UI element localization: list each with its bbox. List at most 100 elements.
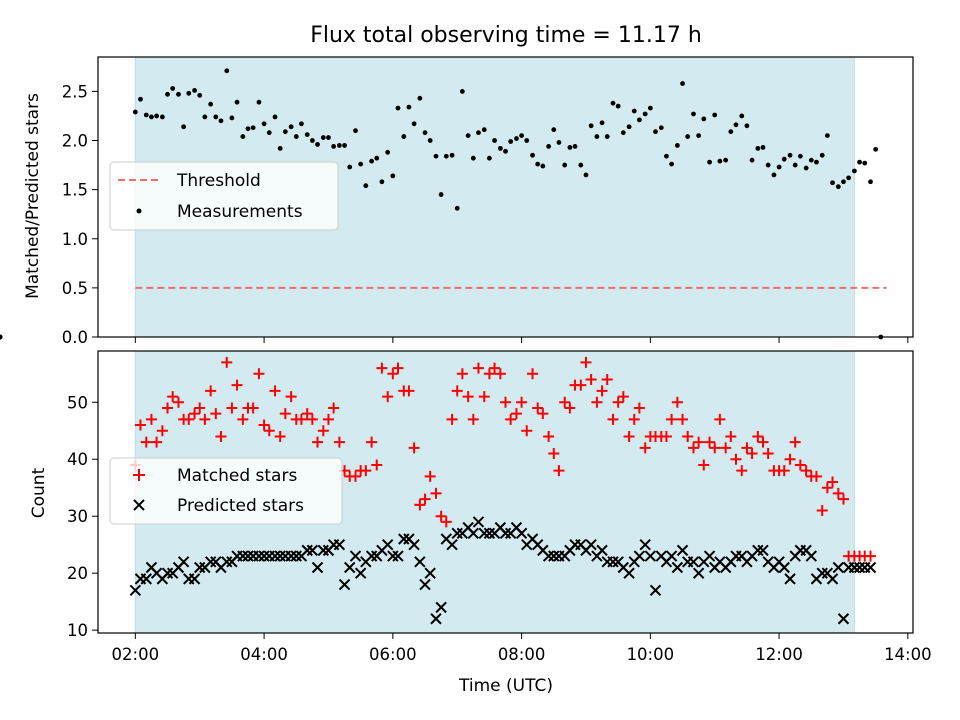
measurements-point — [454, 205, 460, 211]
predicted-stars-point — [596, 544, 608, 557]
bottom-xlabel: Time (UTC) — [458, 676, 553, 696]
bottom-legend: Matched stars Predicted stars — [109, 457, 343, 525]
predicted-stars-point — [194, 561, 206, 574]
measurements-point — [218, 118, 224, 124]
y-tick-label: 0.0 — [62, 328, 88, 347]
predicted-stars-point — [317, 544, 330, 557]
measurements-point — [192, 88, 197, 93]
predicted-stars-point — [424, 567, 436, 579]
matched-stars-point — [145, 413, 157, 425]
measurements-point — [304, 132, 310, 138]
predicted-stars-point — [483, 527, 496, 540]
measurements-point — [0, 334, 3, 340]
matched-stars-point — [617, 391, 629, 403]
predicted-stars-point — [467, 527, 480, 540]
measurements-point — [760, 144, 766, 150]
predicted-stars-point — [687, 556, 700, 568]
matched-stars-point — [612, 396, 624, 408]
measurements-point — [165, 91, 170, 97]
measurements-point — [562, 162, 568, 168]
measurements-point — [143, 112, 149, 118]
measurements-point — [149, 114, 154, 120]
measurements-point — [819, 152, 825, 158]
measurements-point — [653, 129, 658, 135]
measurements-point — [615, 103, 621, 109]
matched-stars-point — [279, 408, 291, 420]
predicted-stars-point — [784, 573, 796, 585]
matched-stars-point — [194, 402, 206, 414]
x-tick-label: 10:00 — [627, 645, 675, 664]
x-tick-label: 14:00 — [884, 645, 932, 664]
matched-stars-point — [350, 470, 362, 482]
measurements-point — [385, 149, 391, 155]
matched-stars-point — [639, 442, 651, 454]
matched-stars-point — [832, 487, 844, 499]
measurements-point — [626, 124, 632, 130]
matched-stars-point — [693, 436, 705, 448]
matched-stars-point — [500, 396, 511, 408]
predicted-stars-point — [542, 550, 555, 562]
measurements-point — [390, 173, 396, 179]
measurements-point — [347, 164, 353, 170]
matched-stars-point — [607, 413, 619, 425]
matched-stars-point — [660, 430, 672, 442]
axes-frame — [97, 56, 914, 338]
measurements-point — [604, 134, 610, 139]
measurements-point — [803, 165, 809, 171]
predicted-stars-point — [301, 544, 313, 557]
measurements-point — [868, 179, 873, 185]
measurements-point — [712, 112, 718, 118]
predicted-stars-point — [129, 584, 142, 596]
matched-stars-point — [532, 402, 544, 414]
matched-stars-point — [403, 385, 415, 397]
measurements-point — [159, 114, 165, 120]
measurements-point — [315, 142, 320, 147]
matched-stars-point — [151, 436, 163, 448]
matched-stars-point — [189, 408, 201, 420]
predicted-stars-point — [752, 544, 764, 557]
measurements-point — [524, 138, 530, 143]
measurements-point — [261, 121, 267, 127]
measurements-point — [583, 172, 589, 178]
measurements-point — [309, 138, 315, 143]
matched-stars-point — [725, 430, 737, 442]
measurements-point — [728, 129, 734, 135]
matched-stars-point — [440, 516, 452, 528]
measurements-point — [642, 111, 648, 117]
predicted-stars-point — [446, 538, 458, 551]
legend-predicted-label: Predicted stars — [177, 496, 304, 516]
measurements-point — [776, 164, 782, 170]
predicted-stars-point — [140, 573, 152, 585]
matched-stars-point — [516, 396, 528, 408]
predicted-stars-point — [349, 550, 362, 562]
matched-stars-point — [419, 493, 431, 505]
predicted-stars-point — [311, 561, 324, 574]
matched-stars-point — [306, 413, 318, 425]
measurements-point — [739, 113, 745, 119]
measurements-point — [492, 138, 497, 143]
measurements-point — [664, 153, 669, 159]
matched-stars-point — [527, 368, 539, 380]
matched-stars-point — [628, 413, 640, 425]
x-tick-label: 12:00 — [755, 645, 803, 664]
predicted-stars-point — [344, 561, 356, 574]
measurements-point — [514, 136, 519, 141]
matched-stars-point — [472, 362, 484, 374]
matched-stars-point — [205, 385, 217, 397]
measurements-point — [320, 135, 326, 140]
matched-stars-point — [210, 408, 222, 420]
matched-stars-point — [295, 413, 307, 425]
predicted-stars-point — [665, 550, 678, 562]
measurements-point — [299, 121, 304, 127]
measurements-point — [374, 155, 380, 161]
matched-stars-point — [312, 436, 324, 448]
predicted-stars-point — [649, 584, 662, 596]
matched-stars-point — [623, 430, 635, 442]
matched-stars-point — [752, 430, 764, 442]
measurements-point — [342, 143, 347, 148]
predicted-stars-point — [585, 538, 597, 551]
measurements-point — [674, 143, 680, 148]
y-tick-label: 20 — [67, 564, 88, 583]
measurements-point — [862, 160, 868, 166]
matched-stars-point — [451, 385, 463, 397]
